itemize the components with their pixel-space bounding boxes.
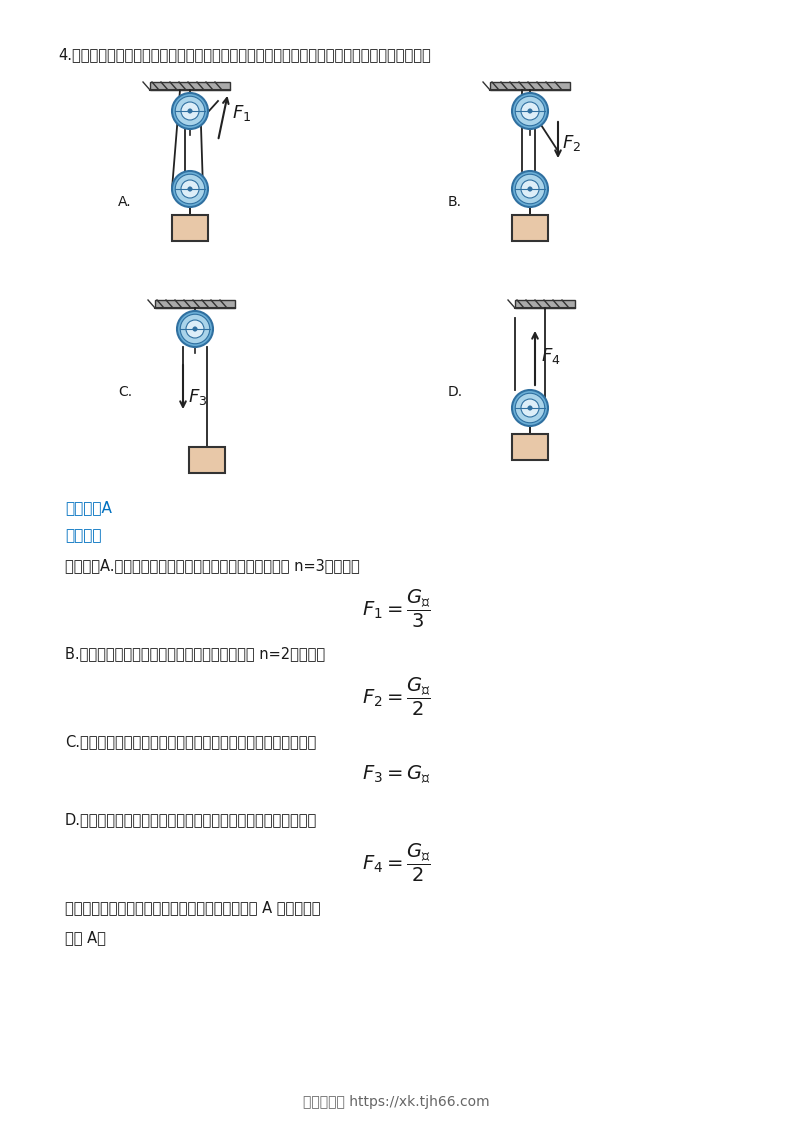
Text: B.: B. bbox=[448, 195, 462, 209]
Circle shape bbox=[186, 320, 204, 338]
Bar bbox=[172, 215, 208, 241]
Circle shape bbox=[175, 174, 205, 204]
Circle shape bbox=[175, 96, 205, 126]
Circle shape bbox=[188, 109, 192, 113]
Text: 【详解】A.　不计滑轮重、绳重和摩擦，承重绳子的段数 n=3，则拉力: 【详解】A. 不计滑轮重、绳重和摩擦，承重绳子的段数 n=3，则拉力 bbox=[65, 558, 360, 573]
Text: $F_1$: $F_1$ bbox=[232, 103, 251, 123]
Bar bbox=[512, 215, 548, 241]
Circle shape bbox=[521, 399, 539, 417]
Circle shape bbox=[181, 180, 199, 197]
Bar bbox=[155, 300, 235, 309]
Text: $F_3$: $F_3$ bbox=[188, 387, 207, 407]
Text: B.　不计滑轮重、绳重和摩擦，承重绳子的段数 n=2，则拉力: B. 不计滑轮重、绳重和摩擦，承重绳子的段数 n=2，则拉力 bbox=[65, 646, 325, 661]
Circle shape bbox=[180, 314, 210, 343]
Text: 【答案】A: 【答案】A bbox=[65, 500, 112, 515]
Circle shape bbox=[177, 311, 213, 347]
Text: $F_4=\dfrac{G_{物}}{2}$: $F_4=\dfrac{G_{物}}{2}$ bbox=[362, 842, 431, 884]
Circle shape bbox=[515, 393, 545, 423]
Circle shape bbox=[188, 187, 192, 191]
Text: 【解析】: 【解析】 bbox=[65, 528, 102, 543]
Text: $F_3=G_{物}$: $F_3=G_{物}$ bbox=[362, 764, 431, 787]
Circle shape bbox=[512, 390, 548, 426]
Text: C.　定滑轮相当于等臂杠杆，不计滑轮重、绳重和摩擦，则拉力: C. 定滑轮相当于等臂杠杆，不计滑轮重、绳重和摩擦，则拉力 bbox=[65, 734, 316, 749]
Bar bbox=[515, 300, 575, 309]
Circle shape bbox=[515, 96, 545, 126]
Circle shape bbox=[528, 109, 532, 113]
Circle shape bbox=[193, 327, 197, 331]
Circle shape bbox=[521, 180, 539, 197]
Circle shape bbox=[528, 187, 532, 191]
Circle shape bbox=[528, 406, 532, 411]
Bar bbox=[150, 82, 230, 90]
Text: 4.　分别使用图中四种装置匀速提升同一重物，不计滑轮重、绳重和摩擦，最省力的是（　　）: 4. 分别使用图中四种装置匀速提升同一重物，不计滑轮重、绳重和摩擦，最省力的是（… bbox=[58, 47, 431, 62]
Text: D.　动滑轮相当于省力杠杆，不计滑轮重、绳重和摩擦，则拉力: D. 动滑轮相当于省力杠杆，不计滑轮重、绳重和摩擦，则拉力 bbox=[65, 812, 317, 827]
Text: $F_2=\dfrac{G_{物}}{2}$: $F_2=\dfrac{G_{物}}{2}$ bbox=[362, 675, 431, 718]
Circle shape bbox=[172, 171, 208, 206]
Text: $F_4$: $F_4$ bbox=[541, 346, 561, 366]
Text: A.: A. bbox=[118, 195, 132, 209]
Text: 学习资料网 https://xk.tjh66.com: 学习资料网 https://xk.tjh66.com bbox=[303, 1095, 489, 1109]
Circle shape bbox=[181, 102, 199, 120]
Circle shape bbox=[512, 93, 548, 129]
Text: 综上，四种装置匀速提升同一重物，则最省力的是 A 中的装置。: 综上，四种装置匀速提升同一重物，则最省力的是 A 中的装置。 bbox=[65, 900, 320, 916]
Text: D.: D. bbox=[448, 385, 463, 399]
Bar bbox=[189, 447, 225, 473]
Text: 故选 A。: 故选 A。 bbox=[65, 930, 106, 945]
Bar bbox=[512, 434, 548, 460]
Text: $F_2$: $F_2$ bbox=[562, 134, 581, 153]
Circle shape bbox=[512, 171, 548, 206]
Bar bbox=[490, 82, 570, 90]
Circle shape bbox=[521, 102, 539, 120]
Circle shape bbox=[172, 93, 208, 129]
Text: C.: C. bbox=[118, 385, 132, 399]
Text: $F_1=\dfrac{G_{物}}{3}$: $F_1=\dfrac{G_{物}}{3}$ bbox=[362, 588, 431, 631]
Circle shape bbox=[515, 174, 545, 204]
